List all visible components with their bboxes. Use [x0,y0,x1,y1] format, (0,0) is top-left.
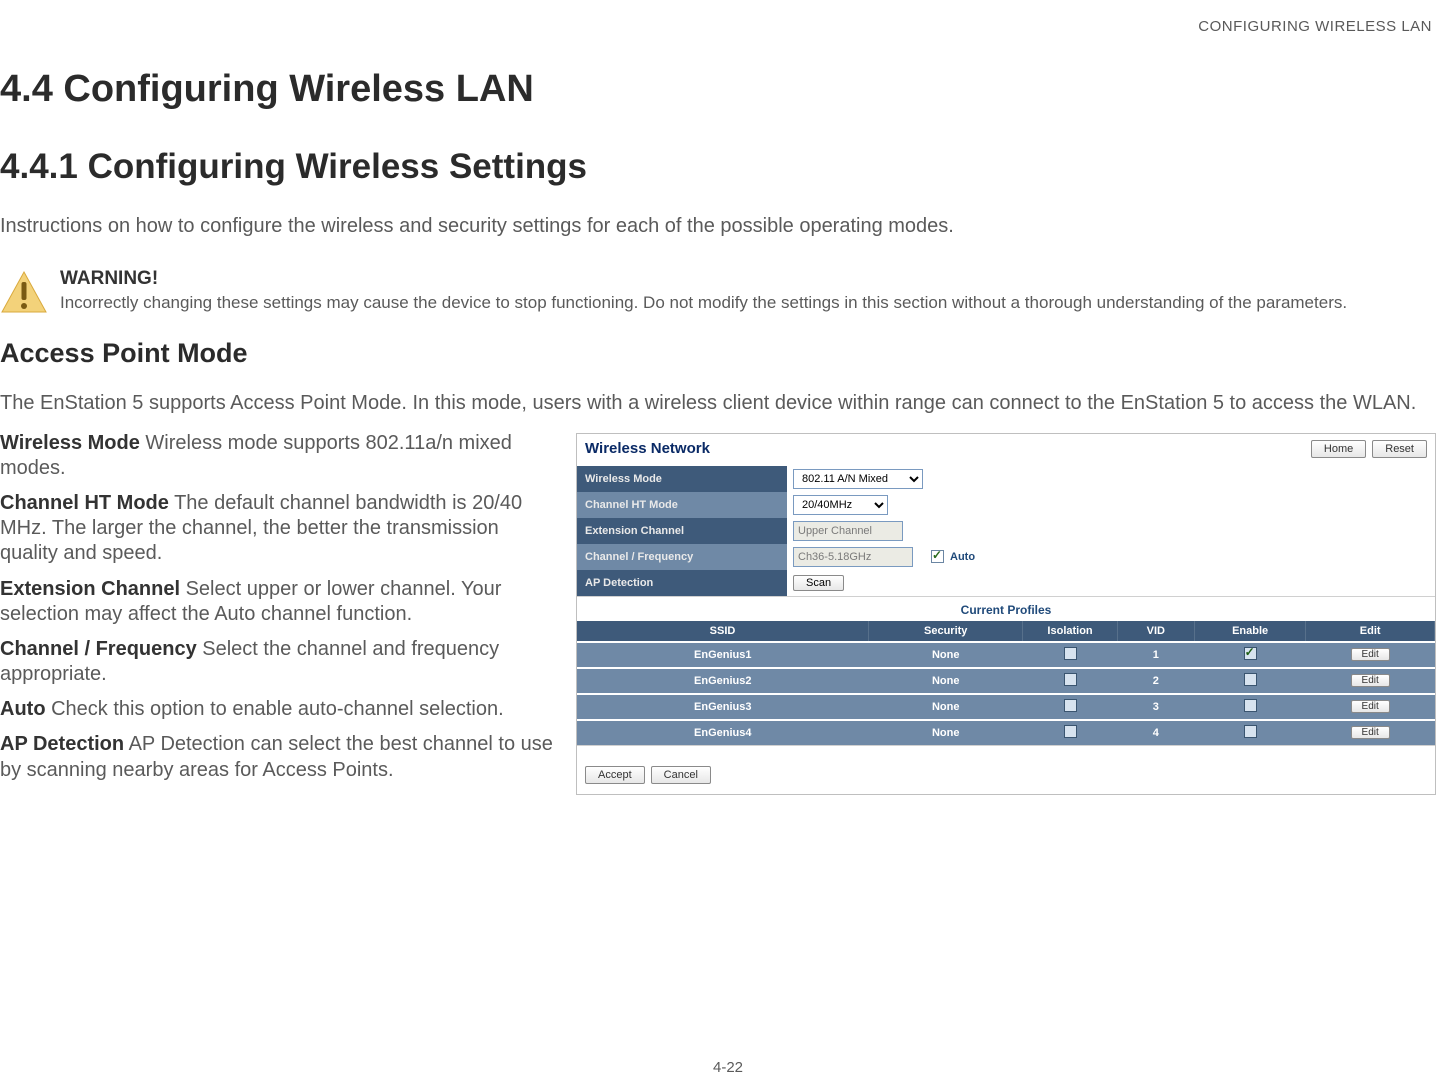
definitions-list: Wireless Mode Wireless mode supports 802… [0,431,560,783]
warning-body: Incorrectly changing these settings may … [60,292,1436,314]
warning-icon [0,268,48,316]
definition-item: AP Detection AP Detection can select the… [0,732,560,782]
enable-checkbox[interactable] [1244,725,1257,738]
profiles-column-header: Isolation [1023,621,1117,642]
auto-label: Auto [950,551,975,563]
profiles-column-header: SSID [577,621,869,642]
cell-security: None [869,642,1023,668]
enable-checkbox[interactable] [1244,673,1257,686]
label-channel-ht: Channel HT Mode [577,499,787,511]
profiles-column-header: Security [869,621,1023,642]
wireless-network-panel: Wireless Network Home Reset Wireless Mod… [576,433,1436,795]
definition-term: AP Detection [0,733,124,755]
row-extension-channel: Extension Channel Upper Channel [577,518,1435,544]
label-channel-frequency: Channel / Frequency [577,551,787,563]
mode-heading: Access Point Mode [0,338,1436,369]
cell-ssid: EnGenius3 [577,694,869,720]
home-button[interactable]: Home [1311,440,1366,458]
cell-vid: 1 [1117,642,1194,668]
cell-ssid: EnGenius2 [577,668,869,694]
definition-item: Channel / Frequency Select the channel a… [0,637,560,687]
isolation-checkbox[interactable] [1064,647,1077,660]
cell-isolation [1023,720,1117,745]
extension-channel-select: Upper Channel [793,521,903,541]
cell-ssid: EnGenius1 [577,642,869,668]
warning-heading: WARNING! [60,268,1436,290]
accept-button[interactable]: Accept [585,766,645,784]
table-row: EnGenius4None 4 Edit [577,720,1435,745]
cell-enable [1194,720,1305,745]
enable-checkbox[interactable] [1244,647,1257,660]
cell-edit: Edit [1306,642,1435,668]
definition-term: Wireless Mode [0,432,140,454]
cancel-button[interactable]: Cancel [651,766,711,784]
isolation-checkbox[interactable] [1064,699,1077,712]
cell-isolation [1023,642,1117,668]
cell-vid: 3 [1117,694,1194,720]
edit-button[interactable]: Edit [1351,674,1390,687]
definition-item: Channel HT Mode The default channel band… [0,491,560,567]
isolation-checkbox[interactable] [1064,725,1077,738]
profiles-column-header: Enable [1194,621,1305,642]
enable-checkbox[interactable] [1244,699,1257,712]
cell-security: None [869,720,1023,745]
row-wireless-mode: Wireless Mode 802.11 A/N Mixed [577,466,1435,492]
cell-enable [1194,668,1305,694]
cell-edit: Edit [1306,668,1435,694]
subsection-heading: 4.4.1 Configuring Wireless Settings [0,147,1436,187]
cell-security: None [869,668,1023,694]
cell-enable [1194,642,1305,668]
panel-title: Wireless Network [585,440,710,457]
running-header: CONFIGURING WIRELESS LAN [1198,18,1432,35]
warning-block: WARNING! Incorrectly changing these sett… [0,268,1436,316]
table-row: EnGenius3None 3 Edit [577,694,1435,720]
cell-ssid: EnGenius4 [577,720,869,745]
page-number: 4-22 [0,1059,1456,1076]
profiles-caption: Current Profiles [577,596,1435,621]
table-row: EnGenius1None 1 Edit [577,642,1435,668]
edit-button[interactable]: Edit [1351,700,1390,713]
definition-item: Extension Channel Select upper or lower … [0,577,560,627]
cell-vid: 2 [1117,668,1194,694]
edit-button[interactable]: Edit [1351,726,1390,739]
cell-isolation [1023,668,1117,694]
cell-enable [1194,694,1305,720]
cell-edit: Edit [1306,694,1435,720]
section-heading: 4.4 Configuring Wireless LAN [0,68,1436,111]
profiles-table: SSIDSecurityIsolationVIDEnableEdit EnGen… [577,621,1435,745]
row-channel-frequency: Channel / Frequency Ch36-5.18GHz Auto [577,544,1435,570]
scan-button[interactable]: Scan [793,575,844,591]
intro-paragraph: Instructions on how to configure the wir… [0,213,1436,240]
definition-term: Extension Channel [0,578,180,600]
edit-button[interactable]: Edit [1351,648,1390,661]
cell-security: None [869,694,1023,720]
definition-term: Channel / Frequency [0,638,197,660]
label-extension-channel: Extension Channel [577,525,787,537]
definition-term: Auto [0,698,46,720]
cell-edit: Edit [1306,720,1435,745]
profiles-column-header: VID [1117,621,1194,642]
isolation-checkbox[interactable] [1064,673,1077,686]
label-wireless-mode: Wireless Mode [577,473,787,485]
cell-vid: 4 [1117,720,1194,745]
settings-rows: Wireless Mode 802.11 A/N Mixed Channel H… [577,466,1435,596]
channel-ht-select[interactable]: 20/40MHz [793,495,888,515]
row-ap-detection: AP Detection Scan [577,570,1435,596]
definition-item: Wireless Mode Wireless mode supports 802… [0,431,560,481]
row-channel-ht: Channel HT Mode 20/40MHz [577,492,1435,518]
definition-item: Auto Check this option to enable auto-ch… [0,697,560,722]
wireless-mode-select[interactable]: 802.11 A/N Mixed [793,469,923,489]
auto-checkbox[interactable] [931,550,944,563]
channel-frequency-select: Ch36-5.18GHz [793,547,913,567]
table-row: EnGenius2None 2 Edit [577,668,1435,694]
cell-isolation [1023,694,1117,720]
profiles-column-header: Edit [1306,621,1435,642]
mode-description: The EnStation 5 supports Access Point Mo… [0,391,1436,417]
label-ap-detection: AP Detection [577,577,787,589]
reset-button[interactable]: Reset [1372,440,1427,458]
definition-term: Channel HT Mode [0,492,169,514]
